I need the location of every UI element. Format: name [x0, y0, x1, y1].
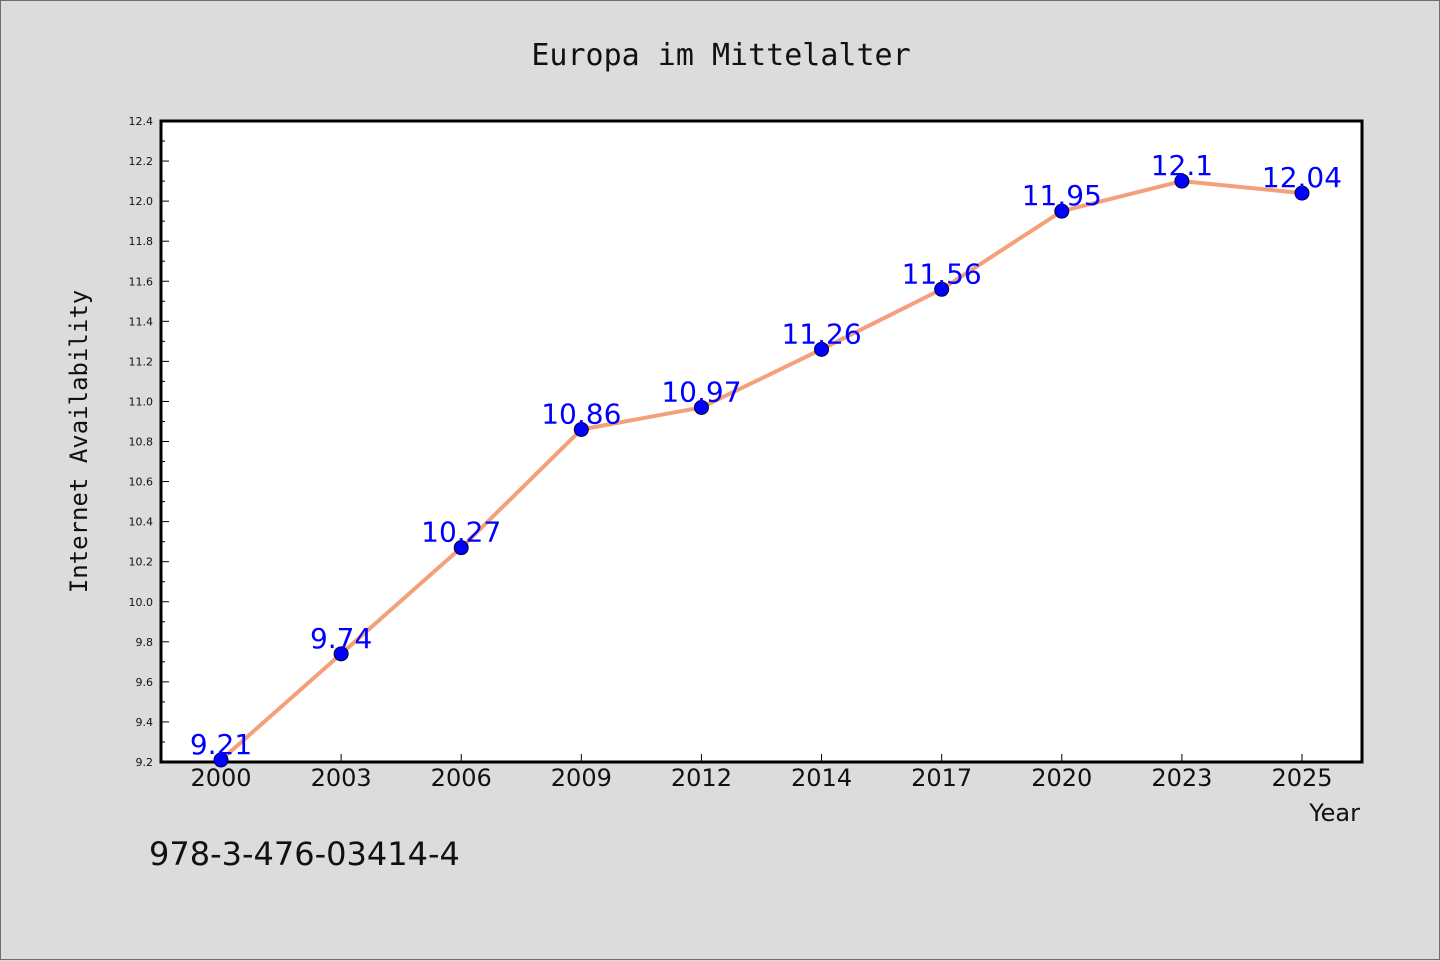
x-tick-label: 2014 [791, 764, 852, 792]
chart-title: Europa im Mittelalter [531, 38, 910, 73]
data-label: 10.86 [541, 397, 621, 430]
x-tick-label: 2020 [1031, 764, 1092, 792]
y-tick-label: 11.0 [129, 395, 154, 408]
y-tick-label: 9.8 [136, 636, 154, 649]
data-point [934, 281, 950, 297]
y-tick-label: 11.4 [129, 315, 154, 328]
y-tick-label: 12.0 [129, 195, 154, 208]
data-label: 12.1 [1151, 149, 1213, 182]
data-point [1174, 173, 1190, 189]
x-axis-label: Year [1308, 799, 1360, 827]
y-tick-label: 11.8 [129, 235, 154, 248]
x-tick-label: 2009 [551, 764, 612, 792]
data-point [333, 646, 349, 662]
plot-area [159, 119, 1364, 764]
data-label: 11.26 [781, 317, 861, 350]
data-label: 9.74 [310, 622, 372, 655]
y-tick-label: 10.6 [129, 476, 154, 489]
x-tick-label: 2023 [1151, 764, 1212, 792]
y-tick-label: 10.2 [129, 556, 154, 569]
y-tick-label: 11.2 [129, 355, 154, 368]
x-tick-label: 2025 [1271, 764, 1332, 792]
data-label: 10.97 [661, 375, 741, 408]
data-label: 11.95 [1022, 179, 1102, 212]
data-point [573, 421, 589, 437]
data-point [1054, 203, 1070, 219]
y-tick-label: 9.4 [136, 716, 154, 729]
x-tick-label: 2003 [311, 764, 372, 792]
isbn-text: 978-3-476-03414-4 [149, 835, 460, 873]
y-tick-label: 12.2 [129, 155, 154, 168]
data-point [814, 341, 830, 357]
series-layer: 9.21 9.74 10.27 10.86 10.97 11.26 11.56 11.95 12… [190, 149, 1342, 768]
data-point [1294, 185, 1310, 201]
y-tick-label: 11.6 [129, 275, 154, 288]
data-label: 12.04 [1262, 161, 1342, 194]
x-tick-label: 2017 [911, 764, 972, 792]
y-axis: 9.2 9.4 9.6 9.8 10.0 10.2 10.4 10.6 10.8 11.0 11.2… [129, 115, 169, 769]
y-tick-label: 10.4 [129, 516, 154, 529]
x-tick-label: 2012 [671, 764, 732, 792]
y-tick-label: 10.8 [129, 436, 154, 449]
x-tick-label: 2006 [431, 764, 492, 792]
data-label: 10.27 [421, 516, 501, 549]
x-tick-label: 2000 [190, 764, 251, 792]
y-tick-label: 9.6 [136, 676, 154, 689]
series-line [219, 179, 1303, 762]
y-tick-label: 12.4 [129, 115, 154, 128]
x-axis: 2000 2003 2006 2009 2012 2014 2017 2020 2023 2025 [190, 754, 1333, 792]
data-point [453, 540, 469, 556]
y-tick-label: 9.2 [136, 756, 154, 769]
y-tick-label: 10.0 [129, 596, 154, 609]
data-label: 11.56 [902, 257, 982, 290]
data-label: 9.21 [190, 728, 252, 761]
data-point [693, 399, 709, 415]
data-point [213, 752, 229, 768]
y-axis-label: Internet Availability [65, 290, 93, 593]
